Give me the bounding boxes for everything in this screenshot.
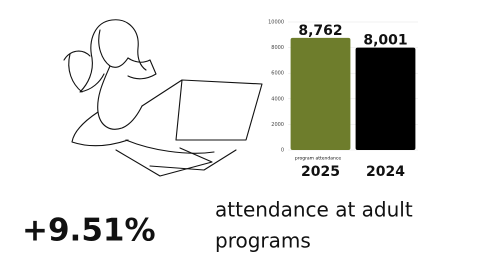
y-tick-label: 6000 [271,71,284,77]
stat-value: +9.51% [22,213,156,249]
y-tick-label: 8000 [271,45,284,51]
illustration [64,20,262,176]
value-label: 8,762 [298,23,342,39]
infographic: program attendance +9.51% attendance at … [0,0,487,258]
stat-caption-line: programs [215,229,311,253]
bar [356,48,416,150]
value-label: 8,001 [363,33,407,49]
y-tick-label: 4000 [271,96,284,102]
stat-caption-line: attendance at adult [215,198,413,222]
y-tick-label: 2000 [271,122,284,128]
bar [291,38,351,150]
x-tick-label: 2024 [366,164,405,180]
y-tick-label: 10000 [268,20,284,26]
x-tick-label: 2025 [301,164,340,180]
x-axis-label: program attendance [295,156,341,162]
y-tick-label: 0 [281,148,284,154]
